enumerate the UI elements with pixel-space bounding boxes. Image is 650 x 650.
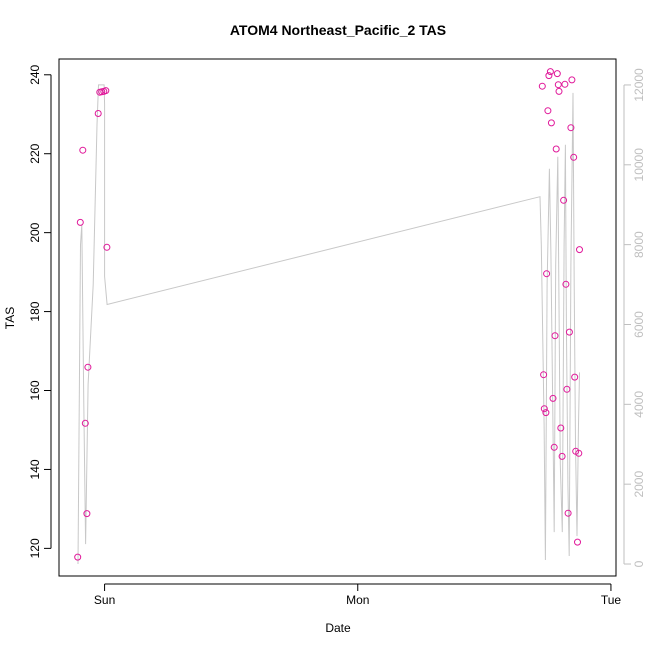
data-point [576,246,583,254]
y2-tick-label: 12000 [632,68,646,102]
data-point [76,218,84,226]
data-point [538,82,546,90]
right-y-axis: 0 2000 4000 6000 8000 10000 12000 [623,68,646,567]
x-tick-label: Mon [346,593,369,607]
data-point [81,419,89,427]
data-point [94,110,102,117]
y-tick-label: 140 [28,459,42,479]
data-point [79,146,87,154]
data-point [102,87,110,95]
data-point [562,280,570,288]
data-point [551,332,559,340]
data-point [553,70,561,78]
y-tick-label: 120 [28,538,42,558]
y-tick-label: 220 [28,143,42,163]
data-point [540,371,548,379]
points-layer [74,68,583,561]
data-point [543,270,551,278]
data-point [575,449,583,457]
data-point [84,363,92,371]
data-point [560,196,568,204]
x-axis-label: Date [325,621,351,635]
y2-tick-label: 6000 [632,311,646,338]
chart-title: ATOM4 Northeast_Pacific_2 TAS [230,22,446,38]
y2-tick-label: 4000 [632,391,646,418]
data-point [574,538,581,546]
data-point [546,68,554,76]
x-axis: Sun Mon Tue [94,583,622,607]
data-point [544,107,552,115]
left-y-axis: 120 140 160 180 200 220 240 [28,64,52,558]
data-point [547,119,555,127]
y2-tick-label: 8000 [632,231,646,258]
y2-tick-label: 2000 [632,471,646,498]
data-point [558,452,566,460]
y2-tick-label: 0 [632,560,646,567]
data-point [550,443,558,451]
data-point [83,510,91,518]
altitude-line [77,84,580,565]
y2-tick-label: 10000 [632,148,646,182]
x-tick-label: Tue [601,593,622,607]
y-axis-label: TAS [3,307,17,329]
x-tick-label: Sun [94,593,115,607]
data-point [567,124,575,132]
data-point [571,373,579,381]
data-point [74,553,82,561]
y-tick-label: 200 [28,222,42,242]
data-point [103,243,111,251]
data-point [540,405,548,413]
data-point [555,87,563,95]
y-tick-label: 160 [28,380,42,400]
y-tick-label: 240 [28,64,42,84]
altitude-layer [77,84,580,565]
data-point [557,424,565,432]
data-point [563,385,571,393]
y-tick-label: 180 [28,301,42,321]
data-point [570,153,578,161]
data-point [554,81,562,89]
data-point [545,72,553,80]
plot-frame [58,58,617,577]
data-point [549,394,557,402]
data-point [568,76,576,84]
data-point [542,409,550,417]
data-point [565,328,573,336]
data-point [561,80,569,88]
data-point [552,145,560,153]
data-point [564,509,572,517]
